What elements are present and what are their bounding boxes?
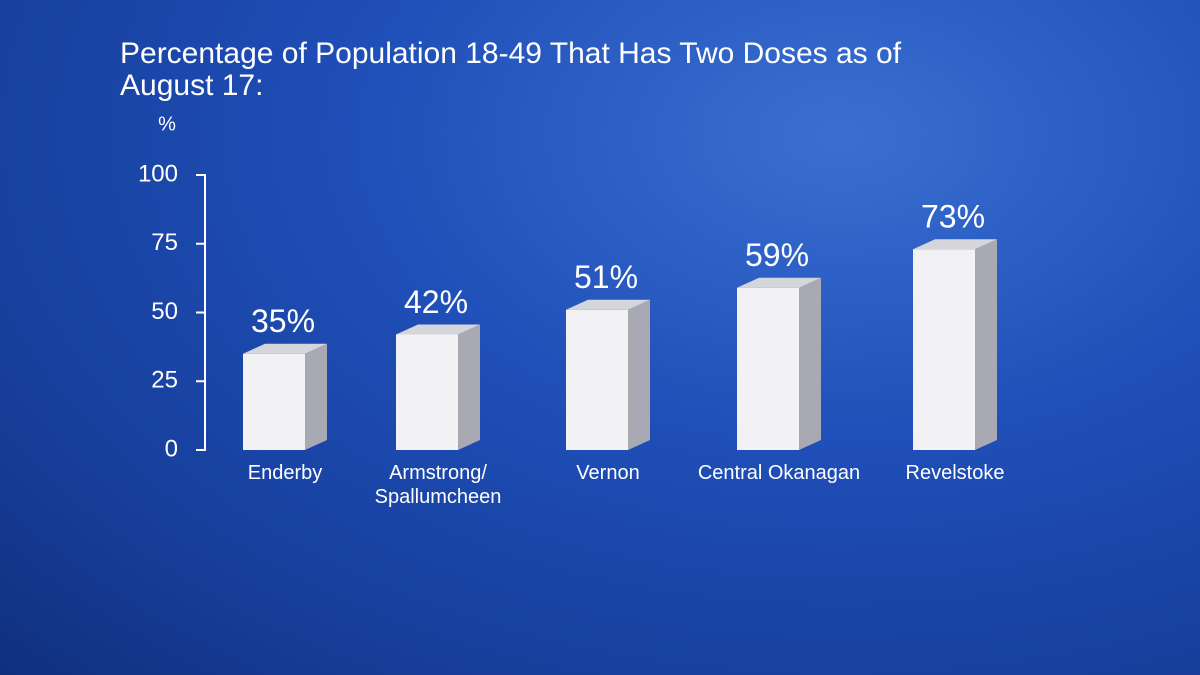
- bar: [913, 249, 975, 450]
- x-tick-label: Armstrong/ Spallumcheen: [374, 462, 502, 508]
- x-tick-label: Revelstoke: [905, 462, 1005, 484]
- bar-side: [975, 239, 997, 450]
- bar-top: [566, 299, 650, 310]
- value-label: 35%: [251, 303, 315, 339]
- x-tick-label: Enderby: [247, 462, 323, 484]
- x-tick-label: Central Okanagan: [697, 462, 861, 484]
- bar-top: [913, 239, 997, 250]
- y-axis-label: %: [158, 113, 176, 135]
- value-label: 51%: [574, 259, 638, 295]
- y-tick-label: 0: [165, 435, 178, 462]
- y-tick-label: 50: [151, 298, 178, 325]
- bar-top: [396, 324, 480, 335]
- bar: [243, 353, 305, 450]
- bar-top: [243, 343, 327, 354]
- bar: [737, 287, 799, 450]
- bar-side: [305, 343, 327, 450]
- value-label: 42%: [404, 284, 468, 320]
- value-label: 73%: [921, 199, 985, 235]
- bar-top: [737, 277, 821, 288]
- bar: [566, 309, 628, 450]
- bar-side: [458, 324, 480, 450]
- chart-title: Percentage of Population 18-49 That Has …: [120, 37, 902, 102]
- bar-side: [799, 277, 821, 450]
- y-tick-label: 100: [138, 160, 178, 187]
- y-tick-label: 75: [151, 229, 178, 256]
- y-tick-label: 25: [151, 367, 178, 394]
- x-tick-label: Vernon: [576, 462, 640, 484]
- value-label: 59%: [745, 237, 809, 273]
- bar-side: [628, 299, 650, 450]
- bar: [396, 334, 458, 450]
